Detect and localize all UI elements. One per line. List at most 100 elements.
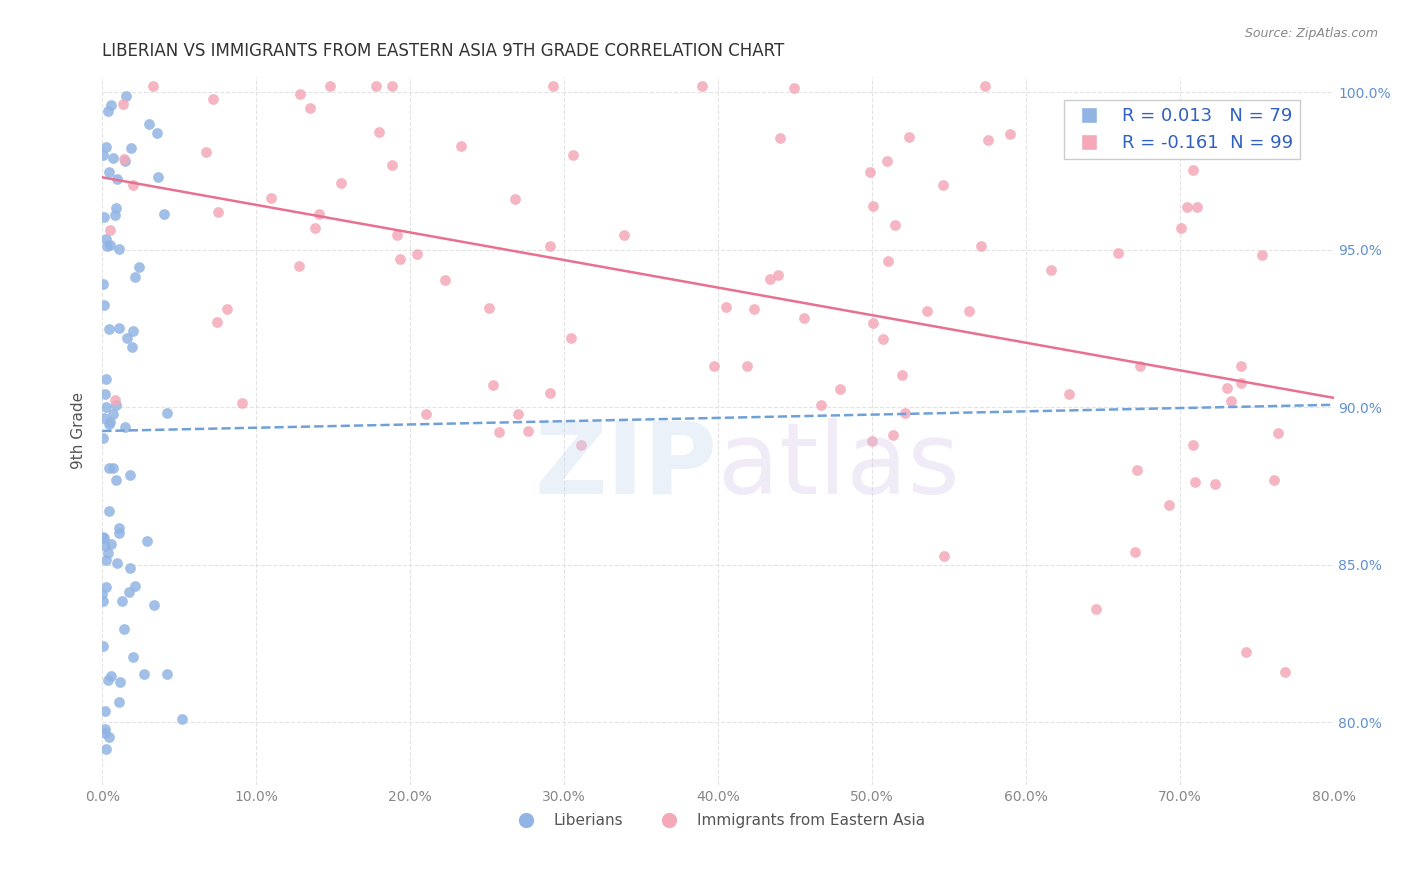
Point: [1123, 545, 1146, 559]
Point: [406, 247, 429, 261]
Point: [860, 434, 883, 448]
Point: [96, 401, 118, 415]
Point: [146, 170, 169, 185]
Point: [876, 153, 898, 168]
Point: [862, 316, 884, 330]
Point: [932, 178, 955, 193]
Point: [1229, 359, 1251, 374]
Point: [103, 407, 125, 421]
Point: [132, 666, 155, 681]
Point: [100, 98, 122, 112]
Point: [172, 712, 194, 726]
Point: [97, 165, 120, 179]
Point: [516, 424, 538, 438]
Point: [105, 557, 128, 571]
Point: [146, 126, 169, 140]
Point: [1184, 475, 1206, 489]
Point: [505, 192, 527, 206]
Point: [288, 259, 311, 273]
Point: [91, 148, 114, 162]
Point: [714, 300, 737, 314]
Point: [93, 386, 115, 401]
Point: [882, 428, 904, 442]
Point: [1057, 387, 1080, 401]
Point: [1204, 477, 1226, 491]
Point: [1182, 437, 1205, 451]
Point: [100, 669, 122, 683]
Legend: Liberians, Immigrants from Eastern Asia: Liberians, Immigrants from Eastern Asia: [505, 807, 931, 834]
Point: [91, 277, 114, 292]
Point: [114, 420, 136, 434]
Point: [450, 139, 472, 153]
Point: [613, 227, 636, 242]
Text: Source: ZipAtlas.com: Source: ZipAtlas.com: [1244, 27, 1378, 40]
Point: [1129, 359, 1152, 373]
Point: [862, 199, 884, 213]
Point: [1263, 473, 1285, 487]
Point: [562, 148, 585, 162]
Point: [98, 461, 121, 475]
Point: [569, 438, 592, 452]
Point: [118, 585, 141, 599]
Point: [915, 304, 938, 318]
Point: [104, 208, 127, 222]
Point: [381, 158, 404, 172]
Point: [194, 145, 217, 159]
Point: [156, 666, 179, 681]
Point: [142, 78, 165, 93]
Point: [793, 311, 815, 326]
Point: [111, 97, 134, 112]
Point: [94, 742, 117, 756]
Point: [118, 467, 141, 482]
Point: [156, 406, 179, 420]
Point: [810, 398, 832, 412]
Point: [389, 252, 412, 266]
Point: [207, 205, 229, 219]
Point: [121, 340, 143, 354]
Point: [94, 539, 117, 553]
Point: [124, 270, 146, 285]
Point: [111, 594, 134, 608]
Point: [1182, 163, 1205, 178]
Point: [891, 368, 914, 382]
Point: [121, 324, 143, 338]
Text: atlas: atlas: [718, 417, 959, 515]
Point: [769, 130, 792, 145]
Point: [104, 473, 127, 487]
Point: [1274, 665, 1296, 679]
Point: [735, 359, 758, 374]
Point: [115, 88, 138, 103]
Point: [91, 431, 114, 445]
Y-axis label: 9th Grade: 9th Grade: [72, 392, 86, 469]
Point: [1085, 601, 1108, 615]
Point: [93, 531, 115, 545]
Point: [96, 140, 118, 154]
Point: [957, 303, 980, 318]
Point: [104, 392, 127, 407]
Point: [135, 534, 157, 549]
Point: [381, 78, 404, 93]
Point: [288, 87, 311, 101]
Point: [97, 322, 120, 336]
Point: [100, 238, 122, 252]
Point: [1230, 376, 1253, 390]
Point: [1126, 463, 1149, 477]
Point: [543, 78, 565, 93]
Point: [94, 725, 117, 739]
Point: [108, 525, 131, 540]
Point: [319, 78, 342, 93]
Point: [105, 172, 128, 186]
Point: [364, 78, 387, 93]
Point: [1175, 200, 1198, 214]
Point: [560, 331, 582, 345]
Point: [93, 639, 115, 653]
Point: [205, 315, 228, 329]
Point: [974, 78, 997, 93]
Point: [101, 461, 124, 475]
Point: [94, 722, 117, 736]
Point: [94, 553, 117, 567]
Text: LIBERIAN VS IMMIGRANTS FROM EASTERN ASIA 9TH GRADE CORRELATION CHART: LIBERIAN VS IMMIGRANTS FROM EASTERN ASIA…: [103, 42, 785, 60]
Point: [91, 587, 114, 601]
Point: [932, 549, 955, 564]
Point: [202, 92, 225, 106]
